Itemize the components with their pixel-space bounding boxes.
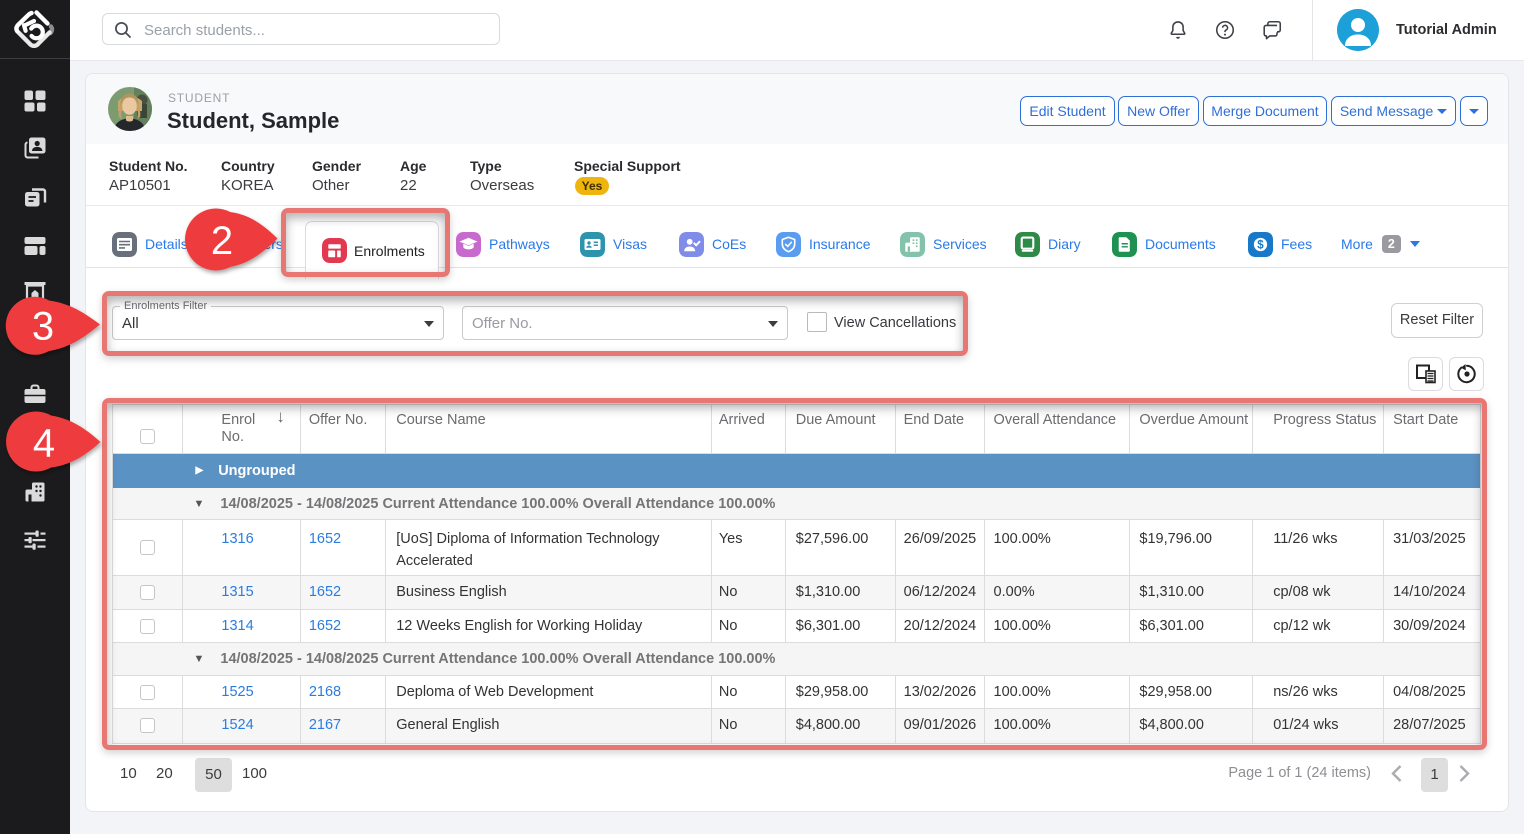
svg-text:$: $ xyxy=(1257,239,1264,251)
svg-text:3: 3 xyxy=(32,305,54,349)
svg-text:4: 4 xyxy=(33,422,55,466)
svg-text:2: 2 xyxy=(211,219,233,263)
